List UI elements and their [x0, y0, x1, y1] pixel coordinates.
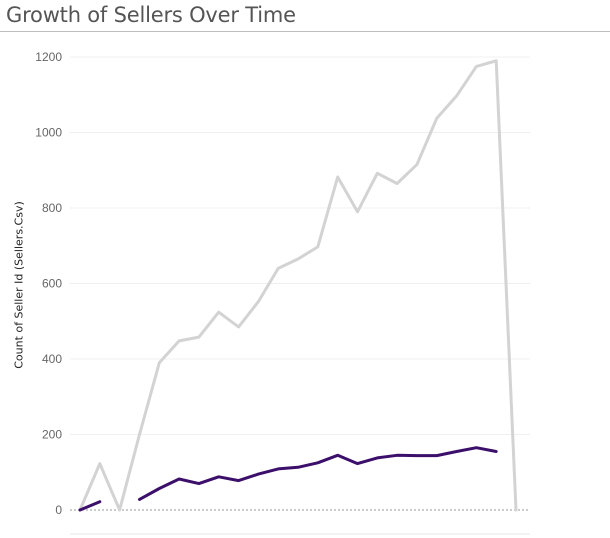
- y-tick-label: 0: [55, 503, 62, 517]
- y-tick-label: 1200: [35, 50, 62, 64]
- y-tick-label: 200: [42, 428, 62, 442]
- y-tick-label: 800: [42, 201, 62, 215]
- y-tick-label: 400: [42, 352, 62, 366]
- chart-title: Growth of Sellers Over Time: [6, 3, 296, 27]
- series-line-1: [78, 59, 518, 512]
- series-line-2: [78, 446, 498, 512]
- y-tick-label: 1000: [35, 126, 62, 140]
- series-lines: [78, 59, 518, 512]
- y-axis-ticks: 0 200 400 600 800 1000 1200: [35, 50, 62, 517]
- gridlines: [70, 56, 530, 535]
- title-divider: [0, 31, 610, 32]
- y-tick-label: 600: [42, 277, 62, 291]
